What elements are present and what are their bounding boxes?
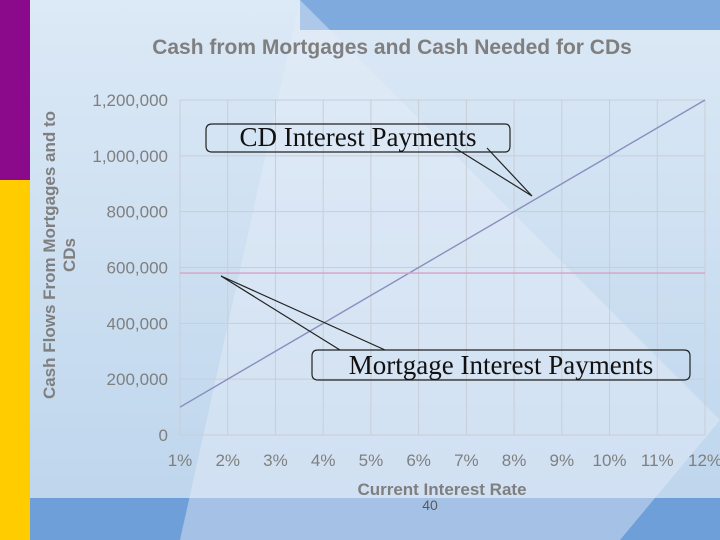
decorative-bottom-bar: [30, 498, 720, 540]
x-tick-label: 3%: [263, 451, 288, 470]
x-tick-label: 11%: [641, 451, 674, 470]
y-axis-title-line-2: CDs: [60, 238, 79, 272]
y-axis-title: Cash Flows From Mortgages and to CDs: [40, 111, 79, 399]
y-tick-label: 400,000: [107, 314, 168, 333]
series-line-cd: [179, 99, 706, 408]
chart-grid: [179, 99, 706, 436]
x-tick-label: 1%: [168, 451, 193, 470]
x-tick-label: 12%: [688, 451, 720, 470]
callout-cd-interest: CD Interest Payments: [205, 122, 533, 197]
decorative-diamond: [180, 0, 720, 540]
callout-cd-label: CD Interest Payments: [240, 122, 477, 152]
callout-mortgage-interest: Mortgage Interest Payments: [220, 275, 691, 381]
chart-series: [179, 99, 706, 408]
x-tick-label: 4%: [311, 451, 336, 470]
x-tick-label: 9%: [550, 451, 575, 470]
decorative-left-bar-yellow: [0, 180, 30, 540]
x-tick-label: 2%: [215, 451, 240, 470]
y-tick-label: 600,000: [107, 259, 168, 278]
y-tick-label: 800,000: [107, 203, 168, 222]
x-tick-label: 6%: [406, 451, 431, 470]
x-tick-label: 10%: [593, 451, 627, 470]
x-axis-ticks: 1% 2% 3% 4% 5% 6% 7% 8% 9% 10% 11% 12%: [168, 451, 720, 470]
x-tick-label: 8%: [502, 451, 527, 470]
y-tick-label: 1,000,000: [92, 147, 168, 166]
x-axis-title: Current Interest Rate: [357, 480, 526, 499]
chart-title: Cash from Mortgages and Cash Needed for …: [152, 36, 632, 59]
decorative-top-band: [300, 0, 720, 30]
x-tick-label: 5%: [359, 451, 384, 470]
page-number: 40: [422, 497, 438, 513]
decorative-left-bar-purple: [0, 0, 30, 180]
y-axis-title-line-1: Cash Flows From Mortgages and to: [40, 111, 59, 399]
x-tick-label: 7%: [454, 451, 479, 470]
y-tick-label: 200,000: [107, 370, 168, 389]
y-axis-ticks: 0 200,000 400,000 600,000 800,000 1,000,000 1,…: [92, 91, 168, 445]
y-tick-label: 0: [159, 426, 168, 445]
callout-mortgage-label: Mortgage Interest Payments: [349, 350, 653, 380]
y-tick-label: 1,200,000: [92, 91, 168, 110]
